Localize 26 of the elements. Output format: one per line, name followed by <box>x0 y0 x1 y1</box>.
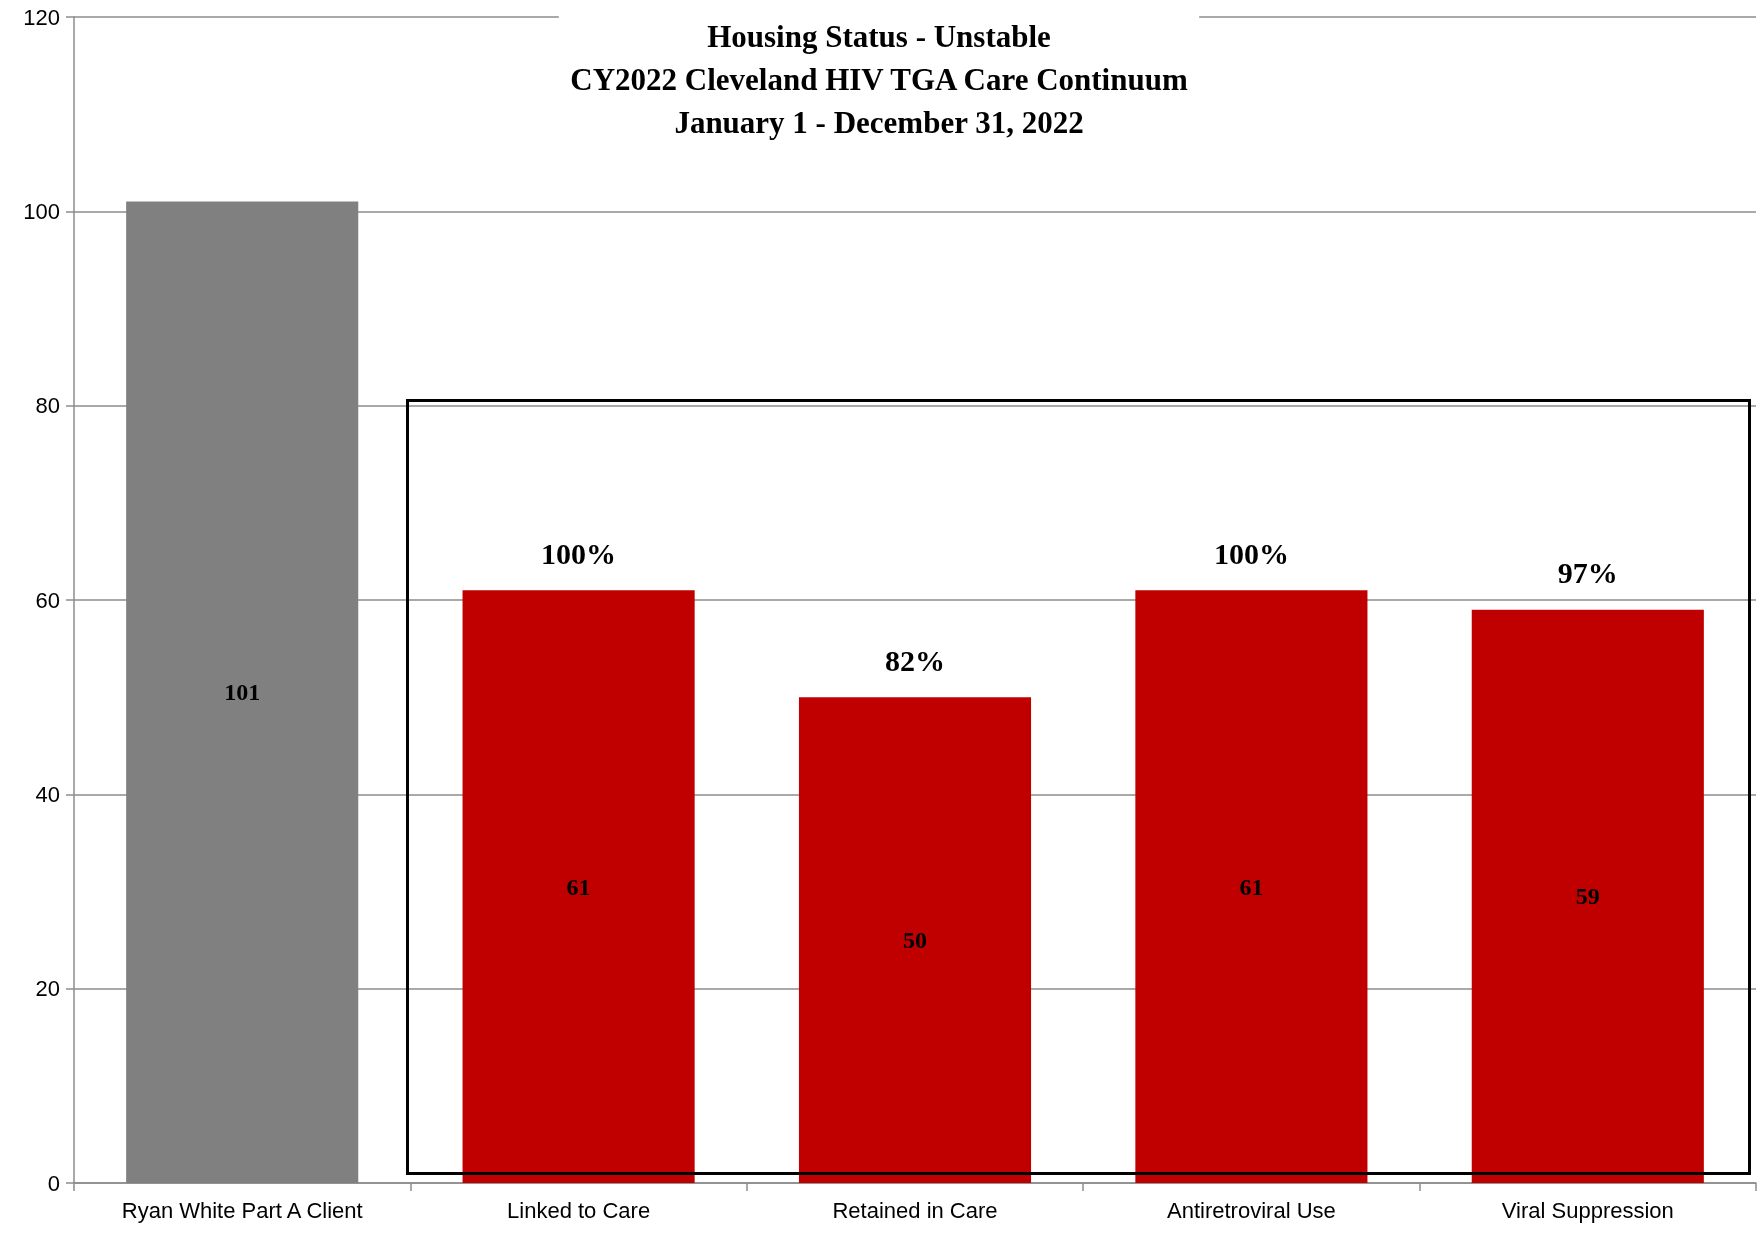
bar <box>1135 590 1368 1183</box>
annotation: 100% <box>541 536 617 570</box>
x-tick-label: Antiretroviral Use <box>1167 1197 1336 1223</box>
x-tick-label: Retained in Care <box>832 1197 998 1223</box>
annotation: 100% <box>1213 536 1289 570</box>
y-tick-label: 60 <box>35 587 60 613</box>
data-label: 61 <box>1239 873 1264 900</box>
annotation: 97% <box>1557 556 1618 590</box>
data-label: 101 <box>224 679 261 706</box>
x-tick-label: Linked to Care <box>507 1197 651 1223</box>
bar <box>1471 609 1704 1183</box>
data-label: 50 <box>903 927 927 954</box>
y-tick-label: 40 <box>35 781 60 807</box>
bar <box>798 697 1032 1183</box>
x-tick-label: Viral Suppression <box>1501 1197 1674 1223</box>
y-tick-label: 100 <box>23 198 60 224</box>
y-tick-label: 120 <box>23 4 60 30</box>
data-label: 59 <box>1575 883 1600 910</box>
bar <box>462 590 695 1183</box>
data-label: 61 <box>566 873 591 900</box>
annotation: 82% <box>885 643 945 677</box>
y-tick-label: 80 <box>35 393 60 419</box>
text: Housing Status - Unstable CY2022 Cleveland HIV TGA Care Continuum January 1 - December 31, 2022 <box>570 19 1188 140</box>
x-tick-label: Ryan White Part A Client <box>121 1197 363 1223</box>
y-tick-label: 20 <box>35 976 60 1002</box>
y-tick-label: 0 <box>47 1170 60 1196</box>
